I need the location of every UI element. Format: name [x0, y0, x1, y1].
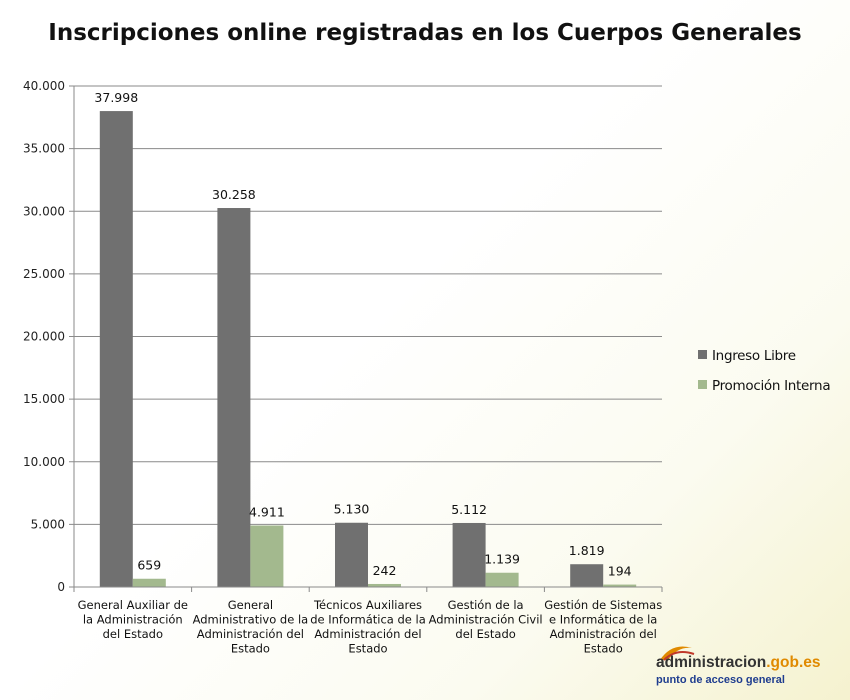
y-tick-label: 40.000	[23, 79, 65, 93]
bar-ingreso-libre	[570, 564, 604, 587]
legend-swatch	[698, 350, 707, 359]
data-label: 1.139	[484, 552, 520, 567]
x-tick-label: General Auxiliar de la Administración del …	[78, 598, 188, 641]
bar-promocion-interna	[368, 583, 401, 587]
logo-swoosh-icon	[660, 646, 695, 661]
y-axis: 0 5.000 10.000 15.000 20.000 25.000 30.000 35.0…	[23, 79, 75, 594]
y-tick-label: 20.000	[23, 330, 65, 344]
data-labels: 37.998 659 30.258 4.911 5.130 242 5.112 1.139 1.…	[94, 90, 631, 578]
logo-name: administracion.gob.es	[656, 654, 821, 671]
legend: Ingreso Libre Promoción Interna	[698, 348, 831, 394]
y-tick-label: 0	[57, 580, 65, 594]
x-tick-label: Técnicos Auxiliares de Informática de la A…	[310, 598, 426, 656]
bar-ingreso-libre	[335, 522, 368, 587]
bar-ingreso-libre	[99, 111, 133, 588]
data-label: 4.911	[249, 504, 285, 519]
logo-tagline: punto de acceso general	[656, 674, 785, 686]
x-tick-label: General Administrativo de la Administració…	[193, 598, 309, 656]
data-label: 659	[137, 558, 161, 573]
x-tick-label: Gestión de la Administración Civil del Est…	[429, 598, 543, 641]
bar-ingreso-libre	[452, 522, 486, 587]
data-label: 194	[608, 564, 632, 579]
y-tick-label: 35.000	[23, 142, 65, 156]
legend-label: Promoción Interna	[712, 378, 830, 394]
chart-title: Inscripciones online registradas en los …	[48, 20, 801, 46]
bars	[99, 111, 637, 588]
data-label: 1.819	[569, 543, 605, 558]
y-tick-label: 10.000	[23, 455, 65, 469]
data-label: 5.130	[334, 502, 370, 517]
y-tick-label: 25.000	[23, 267, 65, 281]
bar-promocion-interna	[603, 584, 637, 587]
data-label: 37.998	[94, 90, 138, 105]
site-logo: administracion.gob.es punto de acceso ge…	[656, 646, 826, 694]
bar-ingreso-libre	[217, 208, 251, 587]
data-label: 5.112	[451, 502, 487, 517]
bar-promocion-interna	[250, 525, 284, 587]
y-tick-label: 30.000	[23, 204, 65, 218]
gridlines	[74, 85, 662, 525]
legend-swatch	[698, 380, 707, 389]
x-axis: General Auxiliar de la Administración del …	[73, 586, 663, 656]
data-label: 30.258	[212, 187, 256, 202]
y-tick-label: 15.000	[23, 392, 65, 406]
legend-label: Ingreso Libre	[712, 348, 796, 364]
bar-promocion-interna	[132, 578, 166, 587]
x-tick-label: Gestión de Sistemas e Informática de la Ad…	[544, 598, 662, 656]
y-tick-label: 5.000	[31, 517, 65, 531]
bar-promocion-interna	[485, 572, 519, 587]
data-label: 242	[373, 563, 397, 578]
